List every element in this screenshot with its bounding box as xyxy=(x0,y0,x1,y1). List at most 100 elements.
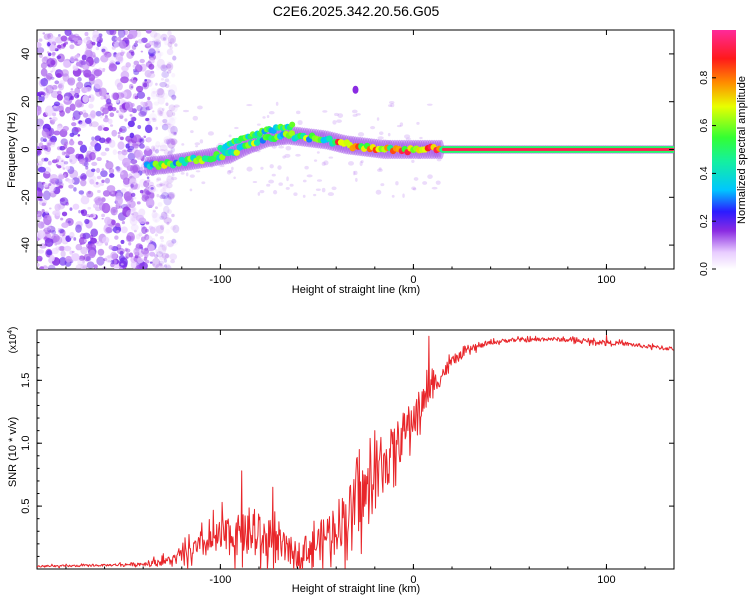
noise-speckle xyxy=(156,251,164,258)
noise-speckle xyxy=(123,30,129,36)
colorbar-tick-label: 0.2 xyxy=(699,214,710,228)
noise-speckle xyxy=(387,132,391,137)
noise-speckle xyxy=(51,247,59,255)
noise-speckle xyxy=(48,232,55,240)
noise-speckle xyxy=(98,33,103,38)
noise-speckle xyxy=(42,190,51,201)
noise-speckle xyxy=(50,139,56,145)
noise-speckle xyxy=(126,231,136,242)
noise-speckle xyxy=(90,214,94,218)
noise-speckle xyxy=(159,194,166,199)
noise-speckle xyxy=(111,129,118,137)
noise-speckle xyxy=(89,51,96,58)
noise-speckle xyxy=(390,103,395,108)
noise-speckle xyxy=(163,72,168,77)
noise-speckle xyxy=(110,206,118,216)
noise-speckle xyxy=(165,229,171,234)
noise-speckle xyxy=(119,136,124,141)
noise-speckle xyxy=(43,93,49,99)
noise-speckle xyxy=(194,142,201,146)
noise-speckle xyxy=(153,41,162,49)
noise-speckle xyxy=(159,243,164,248)
noise-speckle xyxy=(165,182,173,189)
noise-speckle xyxy=(37,160,44,166)
noise-speckle xyxy=(153,39,162,45)
noise-speckle xyxy=(134,40,139,44)
noise-speckle xyxy=(96,175,102,180)
noise-speckle xyxy=(154,233,158,237)
noise-speckle xyxy=(163,205,170,215)
noise-speckle xyxy=(111,35,118,42)
noise-speckle xyxy=(78,255,85,261)
noise-speckle xyxy=(120,51,125,56)
noise-speckle xyxy=(75,61,82,67)
noise-speckle xyxy=(95,241,103,247)
noise-speckle xyxy=(115,92,125,99)
y-tick-label: 0 xyxy=(20,146,32,152)
noise-speckle xyxy=(171,238,177,244)
noise-speckle xyxy=(107,118,113,125)
noise-speckle xyxy=(160,211,168,220)
noise-speckle xyxy=(166,48,174,56)
noise-speckle xyxy=(39,119,44,125)
noise-speckle xyxy=(109,112,115,118)
noise-speckle xyxy=(101,179,105,184)
noise-speckle xyxy=(90,121,99,128)
noise-speckle xyxy=(62,125,69,132)
noise-speckle xyxy=(162,107,165,111)
noise-speckle xyxy=(116,166,121,172)
noise-speckle xyxy=(155,250,159,254)
noise-speckle xyxy=(131,216,136,222)
noise-speckle xyxy=(161,179,169,188)
noise-speckle xyxy=(65,154,70,159)
noise-speckle xyxy=(152,118,157,123)
noise-speckle xyxy=(256,123,261,126)
noise-speckle xyxy=(302,194,306,198)
figure-title: C2E6.2025.342.20.56.G05 xyxy=(273,3,440,19)
noise-speckle xyxy=(75,263,85,269)
noise-speckle xyxy=(63,245,72,252)
noise-speckle xyxy=(167,124,175,134)
noise-speckle xyxy=(93,181,102,188)
noise-speckle xyxy=(321,187,326,193)
noise-speckle xyxy=(130,86,134,88)
noise-speckle xyxy=(95,46,100,51)
noise-speckle xyxy=(137,38,143,44)
noise-speckle xyxy=(120,172,124,175)
noise-speckle xyxy=(378,167,382,171)
noise-speckle xyxy=(75,224,82,233)
noise-speckle xyxy=(132,164,141,174)
noise-speckle xyxy=(112,209,116,213)
noise-speckle xyxy=(118,39,128,49)
noise-speckle xyxy=(171,105,178,113)
noise-speckle xyxy=(117,131,121,135)
noise-speckle xyxy=(159,119,167,127)
noise-speckle xyxy=(106,98,112,105)
noise-speckle xyxy=(41,128,50,138)
noise-speckle xyxy=(153,41,159,47)
noise-speckle xyxy=(168,123,173,127)
noise-speckle xyxy=(167,34,177,45)
spectrogram-marks xyxy=(37,30,674,269)
noise-speckle xyxy=(72,65,79,71)
noise-speckle xyxy=(48,35,58,45)
noise-speckle xyxy=(159,149,166,152)
noise-speckle xyxy=(199,139,204,144)
noise-speckle xyxy=(313,159,318,162)
noise-speckle xyxy=(145,117,150,122)
noise-speckle xyxy=(37,213,40,217)
noise-speckle xyxy=(395,181,399,186)
noise-speckle xyxy=(166,265,172,269)
noise-speckle xyxy=(73,92,80,99)
noise-speckle xyxy=(159,81,168,88)
noise-speckle xyxy=(86,243,93,249)
noise-speckle xyxy=(136,201,141,205)
snr-series-line xyxy=(37,334,674,569)
noise-speckle xyxy=(148,112,158,123)
x-tick-label: -100 xyxy=(209,574,231,586)
noise-speckle xyxy=(148,244,156,252)
noise-speckle xyxy=(65,165,71,170)
noise-speckle xyxy=(116,82,123,91)
noise-speckle xyxy=(129,114,133,117)
noise-speckle xyxy=(46,58,55,68)
